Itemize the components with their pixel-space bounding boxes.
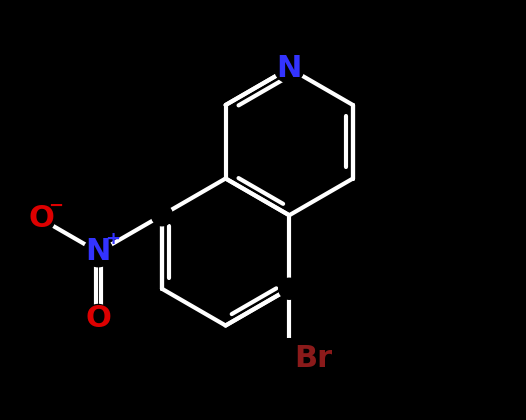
Circle shape [279,278,300,299]
Circle shape [27,205,55,233]
Text: O: O [85,304,111,333]
Text: N: N [86,237,111,267]
Text: +: + [106,230,120,248]
Text: Br: Br [295,344,332,373]
Circle shape [85,304,112,332]
Text: −: − [48,197,63,215]
Circle shape [269,339,309,378]
Text: O: O [28,205,54,234]
Circle shape [275,54,304,83]
Circle shape [151,205,173,226]
Circle shape [84,237,113,267]
Text: N: N [277,54,302,83]
